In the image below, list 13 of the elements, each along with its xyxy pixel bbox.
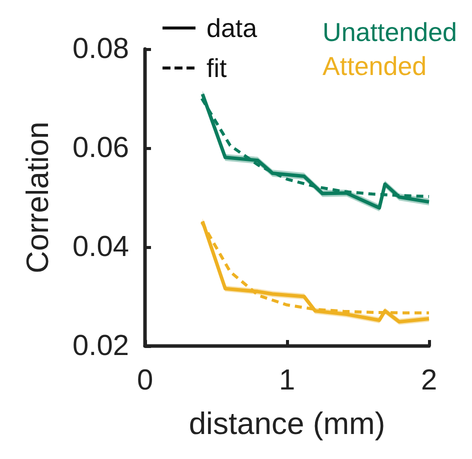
y-tick-label: 0.08 [72, 33, 129, 65]
annotation: fit [206, 53, 228, 83]
y-tick-label: 0.04 [72, 231, 129, 263]
x-tick-label: 2 [420, 364, 438, 396]
text: data [206, 13, 258, 43]
x-tick-label: 0 [136, 364, 154, 396]
y-axis-title: Correlation [20, 122, 55, 274]
x-tick-label: 1 [278, 364, 296, 396]
y-tick-label: 0.06 [72, 132, 129, 164]
text: Unattended [322, 17, 458, 47]
text: Attended [322, 51, 427, 81]
x-axis-title: distance (mm) [188, 406, 386, 441]
y-tick-label: 0.02 [72, 330, 129, 362]
